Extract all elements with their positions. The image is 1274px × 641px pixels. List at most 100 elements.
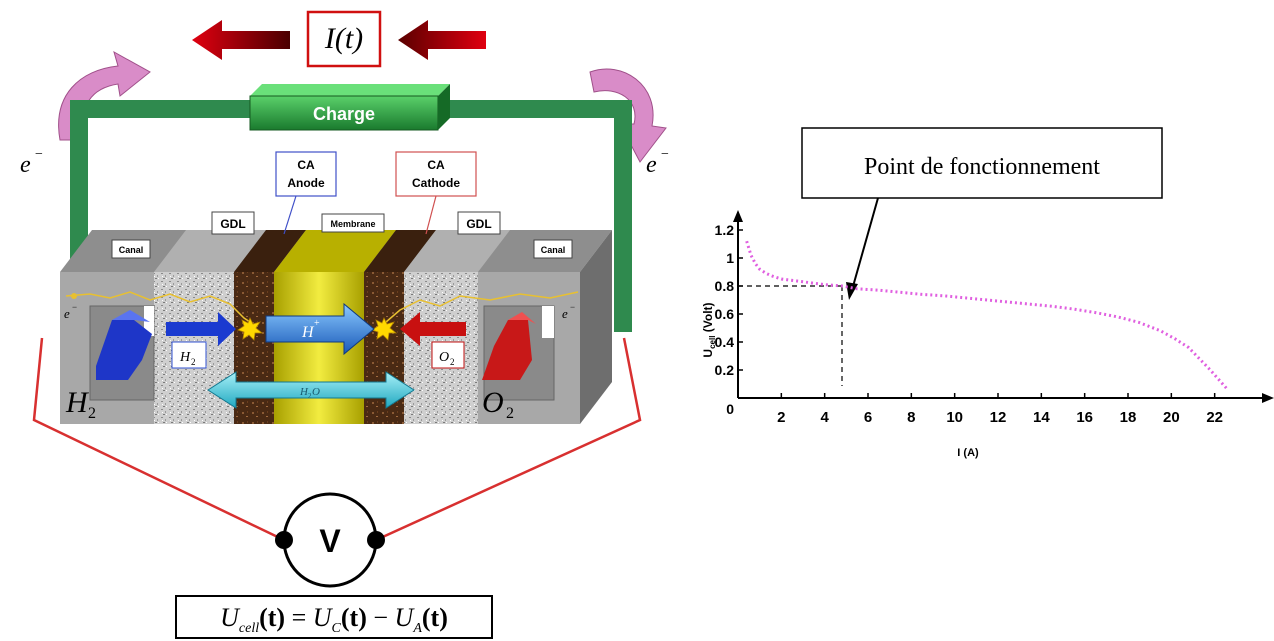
y-tick-label: 0.4 bbox=[715, 334, 735, 350]
membrane-top bbox=[274, 230, 396, 272]
fuel-cell-diagram: I(t) Charge e − e − bbox=[20, 10, 669, 639]
current-arrow-left bbox=[192, 20, 290, 60]
catalyst-cathode-top bbox=[364, 230, 436, 272]
gdl-right-label: GDL bbox=[466, 217, 491, 231]
electron-path-line bbox=[65, 291, 251, 323]
ca-cathode-line2: Cathode bbox=[412, 176, 460, 190]
chart-y-label: Ucell (Volt) bbox=[701, 302, 717, 357]
y-tick-label: 0.8 bbox=[715, 278, 735, 294]
water-arrow bbox=[207, 371, 415, 409]
h2-flow-subscript: 2 bbox=[191, 357, 196, 367]
proton-arrow bbox=[265, 302, 375, 356]
ca-anode-line2: Anode bbox=[287, 176, 325, 190]
voltmeter-lead-left bbox=[32, 337, 285, 542]
annotation-pointer-head bbox=[846, 282, 858, 300]
proton-label: H bbox=[301, 324, 315, 341]
chart-ticks: 2 4 6 8 10 12 14 16 18 20 22 0 0.2 0.4 0.6 0.8 1 1.2 bbox=[715, 222, 1223, 426]
reaction-star-cathode bbox=[371, 317, 398, 341]
chart-x-axis-arrow bbox=[1262, 393, 1274, 403]
charge-label: Charge bbox=[313, 104, 375, 124]
ca-cathode-pointer bbox=[425, 195, 437, 235]
electron-label-left: e bbox=[20, 152, 31, 178]
current-label: I(t) bbox=[324, 22, 363, 55]
o2-flow-subscript: 2 bbox=[450, 357, 455, 367]
membrane-label: Membrane bbox=[330, 219, 375, 229]
catalyst-cathode-layer bbox=[364, 272, 404, 424]
y-tick-label: 0 bbox=[726, 401, 734, 417]
gdl-left-top bbox=[154, 230, 266, 272]
y-tick-label: 1 bbox=[726, 250, 734, 266]
electron-marker-left-sup: − bbox=[72, 302, 77, 312]
y-tick-label: 1.2 bbox=[715, 222, 735, 238]
canal-right-label: Canal bbox=[541, 245, 566, 255]
o2-gas-block bbox=[482, 320, 532, 380]
y-tick-label: 0.2 bbox=[715, 362, 735, 378]
catalyst-anode-top bbox=[234, 230, 306, 272]
electron-marker-left: e bbox=[64, 306, 70, 321]
x-tick-label: 10 bbox=[946, 409, 963, 426]
h2-label: H bbox=[65, 386, 90, 419]
cell-right-face bbox=[580, 230, 612, 424]
electron-superscript-right: − bbox=[661, 147, 669, 162]
charge-box bbox=[249, 95, 439, 131]
channel-right-light bbox=[542, 306, 554, 338]
water-subscript: 2 bbox=[308, 392, 312, 400]
o2-subscript: 2 bbox=[506, 405, 514, 422]
gdl-left-label: GDL bbox=[220, 217, 245, 231]
chart-y-label-group: Ucell (Volt) bbox=[701, 302, 717, 357]
chart-series bbox=[745, 240, 1229, 391]
reaction-star-anode bbox=[237, 317, 264, 341]
gdl-right-top bbox=[404, 230, 510, 272]
water-label: H bbox=[299, 386, 309, 398]
x-tick-label: 4 bbox=[820, 409, 829, 426]
o2-flow-label-box bbox=[431, 341, 465, 369]
operating-point-annotation-box bbox=[801, 127, 1163, 199]
voltmeter-terminal-right bbox=[367, 531, 385, 549]
equation-box bbox=[175, 595, 493, 639]
x-tick-label: 20 bbox=[1163, 409, 1180, 426]
o2-gas-block-top bbox=[508, 312, 536, 324]
gdl-left-label-box bbox=[211, 211, 255, 235]
chart-y-axis-arrow bbox=[733, 210, 743, 222]
external-wire-right bbox=[614, 100, 632, 332]
x-tick-label: 2 bbox=[777, 409, 785, 426]
x-tick-label: 22 bbox=[1206, 409, 1223, 426]
voltmeter-lead-right bbox=[375, 337, 642, 542]
y-tick-label: 0.6 bbox=[715, 306, 735, 322]
h2-flow-label: H bbox=[179, 350, 191, 365]
catalyst-anode-layer bbox=[234, 272, 274, 424]
electron-marker-right-sup: − bbox=[570, 302, 575, 312]
ca-anode-box bbox=[275, 151, 337, 197]
gdl-right-label-box bbox=[457, 211, 501, 235]
cell-voltage-equation: Ucell(t) = UC(t) − UA(t) bbox=[220, 603, 448, 636]
polarization-chart: Point de fonctionnement 2 4 6 8 10 12 14 16 18 20… bbox=[701, 127, 1274, 459]
charge-box-side bbox=[438, 84, 450, 130]
x-tick-label: 16 bbox=[1076, 409, 1093, 426]
operating-point-guides bbox=[738, 285, 843, 386]
canal-right-label-box bbox=[533, 239, 573, 259]
charge-box-top bbox=[250, 84, 450, 96]
canal-left-label: Canal bbox=[119, 245, 144, 255]
series-line bbox=[745, 240, 1229, 391]
proton-superscript: + bbox=[314, 318, 320, 329]
h2-flow-label-box bbox=[171, 341, 207, 369]
h2-flow-arrow bbox=[166, 312, 236, 346]
external-wire-left bbox=[70, 100, 88, 270]
electron-superscript-left: − bbox=[35, 147, 43, 162]
chart-x-label: I (A) bbox=[957, 447, 979, 459]
o2-flow-label: O bbox=[439, 350, 449, 365]
x-tick-label: 18 bbox=[1120, 409, 1137, 426]
voltmeter-label: V bbox=[319, 523, 341, 559]
electron-label-right: e bbox=[646, 152, 657, 178]
ca-anode-pointer bbox=[283, 195, 297, 235]
h2-gas-block-top bbox=[112, 310, 150, 322]
electron-marker-right: e bbox=[562, 306, 568, 321]
x-tick-label: 12 bbox=[990, 409, 1007, 426]
membrane-label-box bbox=[321, 213, 385, 233]
current-arrow-right bbox=[398, 20, 486, 60]
o2-label: O bbox=[482, 386, 504, 419]
ca-anode-line1: CA bbox=[297, 158, 315, 172]
x-tick-label: 14 bbox=[1033, 409, 1050, 426]
annotation-pointer bbox=[851, 197, 879, 291]
operating-point-annotation: Point de fonctionnement bbox=[864, 154, 1100, 180]
